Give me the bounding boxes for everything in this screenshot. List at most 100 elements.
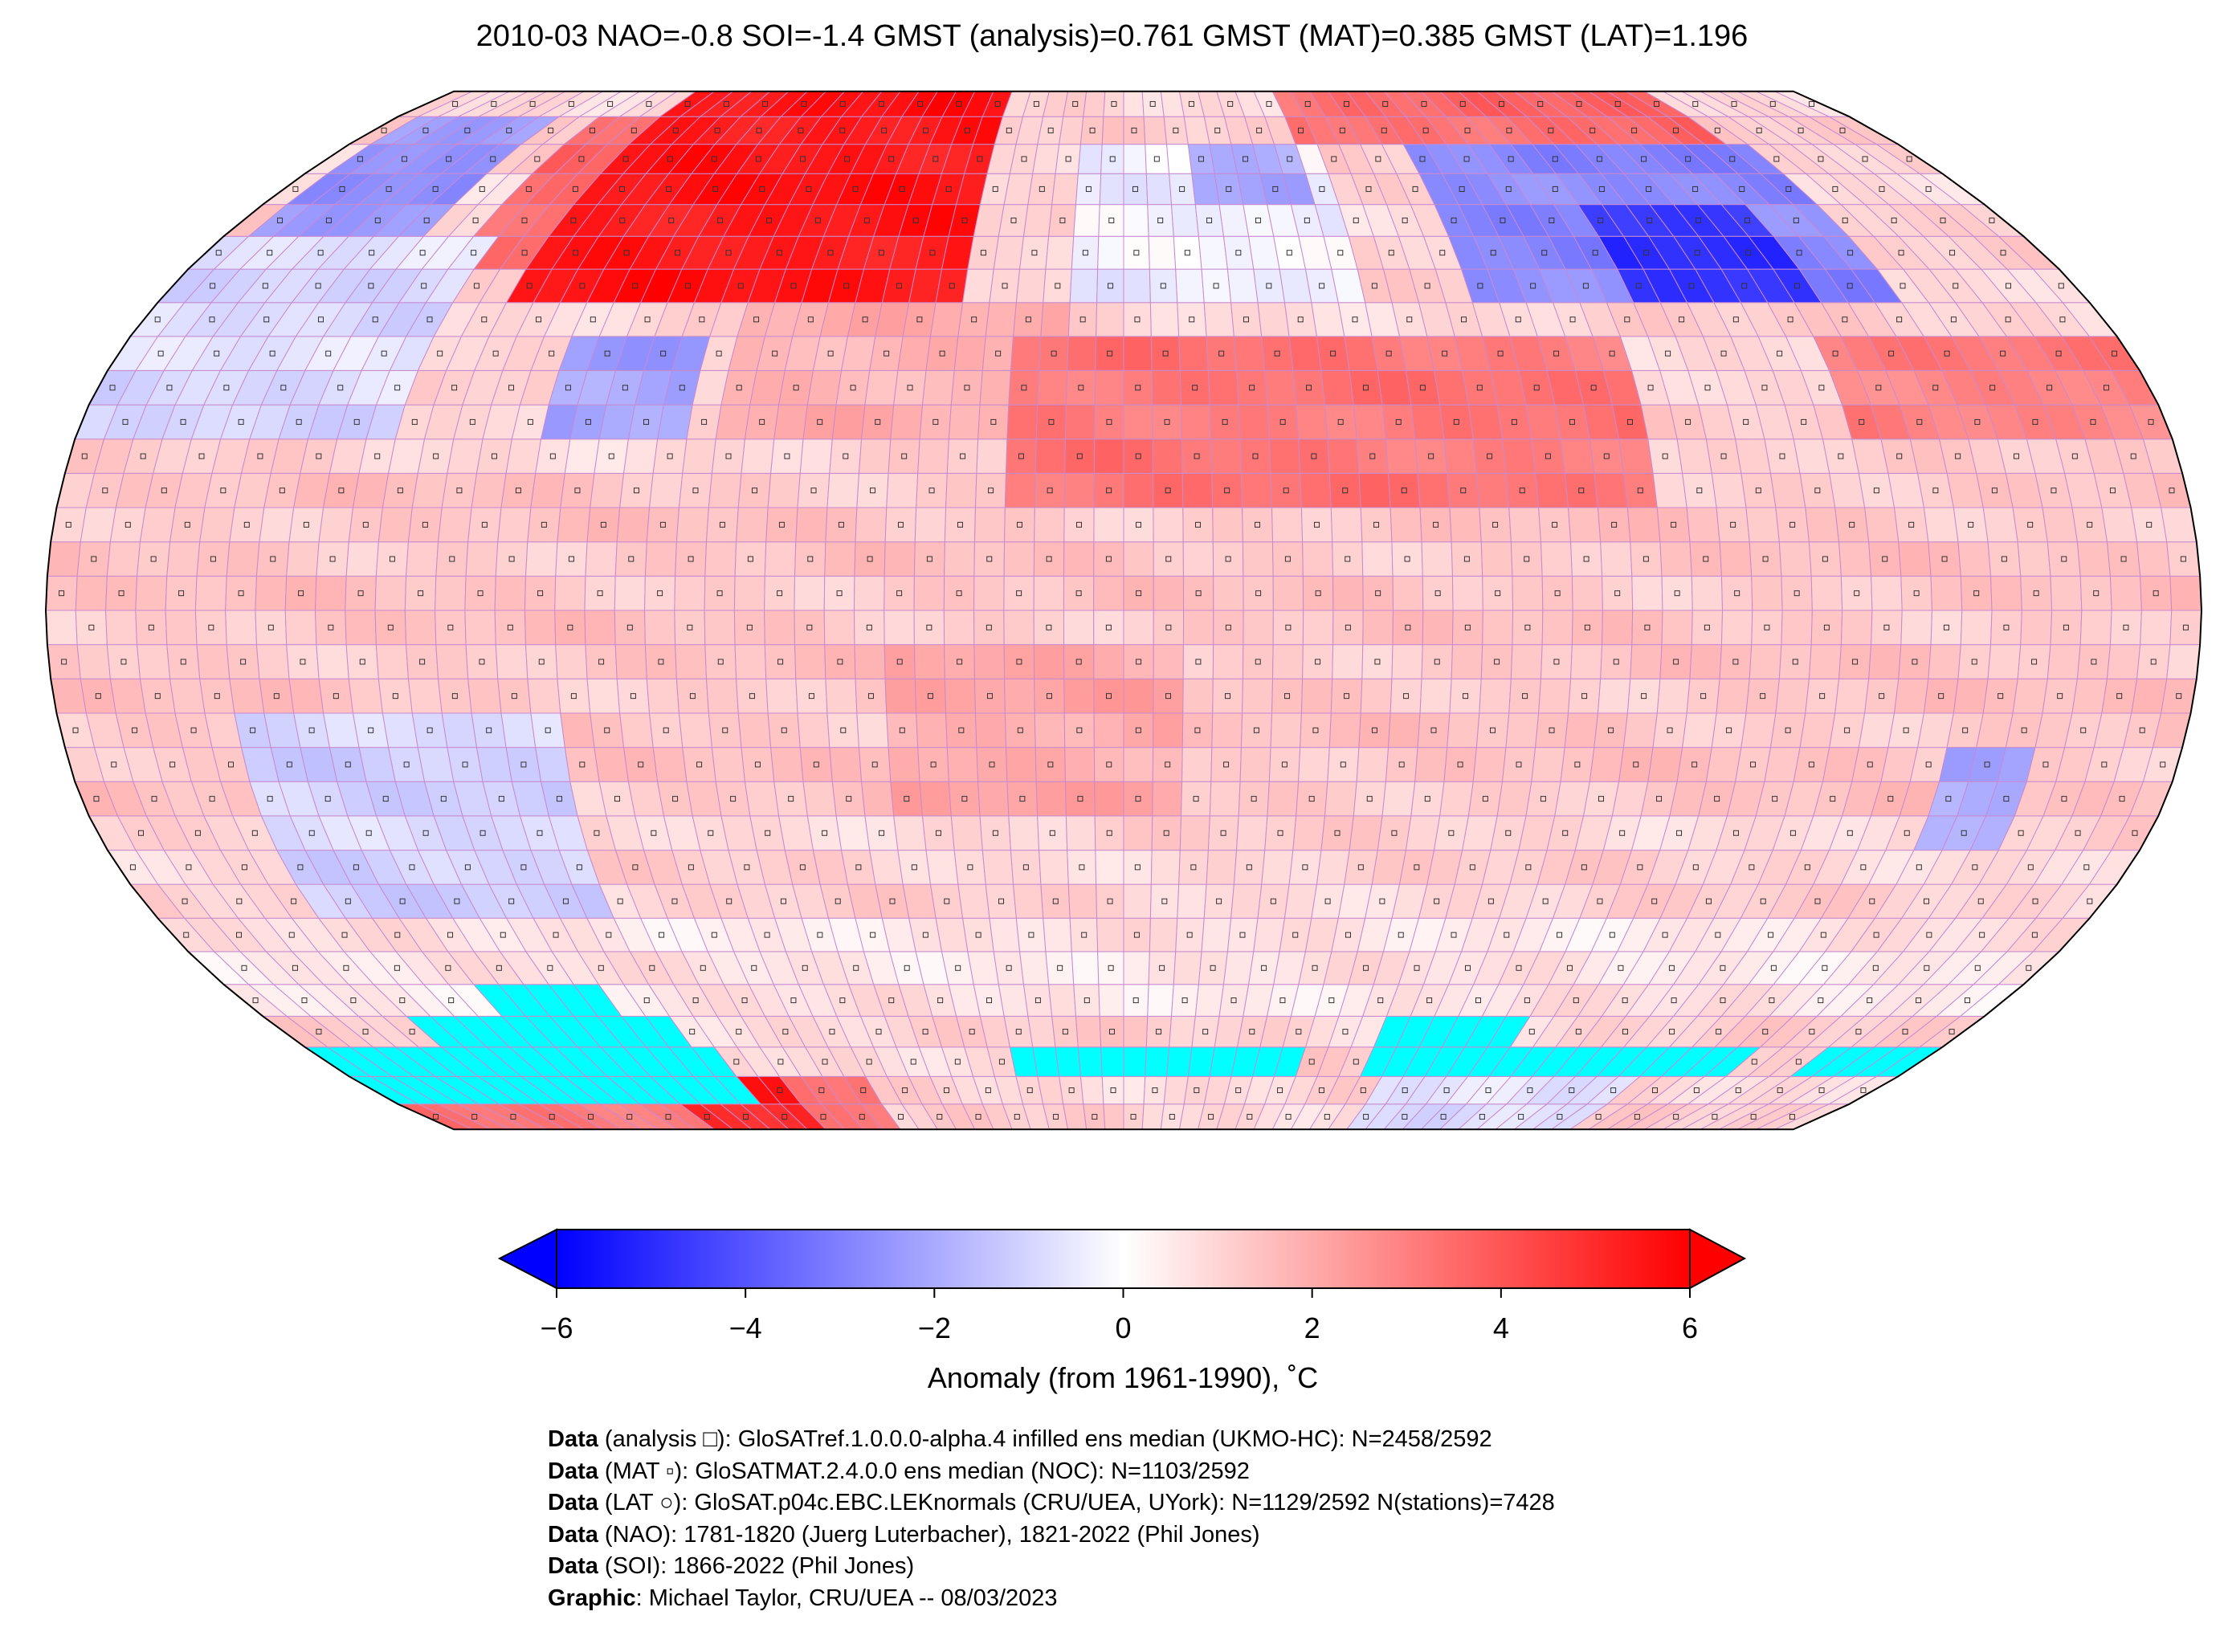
analysis-marker bbox=[1186, 932, 1193, 938]
analysis-marker bbox=[1318, 1087, 1324, 1094]
analysis-marker bbox=[301, 997, 308, 1004]
analysis-marker bbox=[859, 1114, 865, 1120]
analysis-marker bbox=[448, 997, 455, 1004]
analysis-marker bbox=[1977, 898, 1984, 904]
analysis-marker bbox=[606, 932, 612, 938]
analysis-marker bbox=[2032, 898, 2038, 904]
analysis-marker bbox=[345, 761, 351, 768]
analysis-marker bbox=[1504, 932, 1510, 938]
analysis-marker bbox=[1083, 997, 1090, 1004]
analysis-marker bbox=[1569, 1087, 1575, 1094]
colorbar-tick-label: −4 bbox=[729, 1311, 762, 1344]
analysis-marker bbox=[235, 932, 242, 938]
analysis-marker bbox=[496, 965, 502, 971]
analysis-marker bbox=[1820, 932, 1826, 938]
analysis-marker bbox=[1049, 830, 1055, 836]
analysis-marker bbox=[659, 932, 665, 938]
analysis-marker bbox=[553, 932, 559, 938]
analysis-marker bbox=[1079, 864, 1085, 871]
analysis-marker bbox=[1328, 997, 1335, 1004]
analysis-marker bbox=[1581, 864, 1587, 871]
analysis-marker bbox=[643, 997, 650, 1004]
analysis-marker bbox=[1769, 997, 1775, 1004]
analysis-marker bbox=[1277, 1087, 1283, 1094]
analysis-marker bbox=[1804, 864, 1810, 871]
analysis-marker bbox=[362, 1029, 369, 1035]
analysis-marker bbox=[846, 796, 852, 802]
analysis-marker bbox=[1872, 965, 1879, 971]
analysis-marker bbox=[1482, 796, 1488, 802]
colorbar-low-extend bbox=[497, 1228, 557, 1290]
analysis-marker bbox=[520, 864, 527, 871]
analysis-marker bbox=[236, 898, 243, 904]
analysis-marker bbox=[1651, 898, 1658, 904]
analysis-marker bbox=[1239, 932, 1246, 938]
colorbar-gradient bbox=[556, 1229, 1691, 1289]
analysis-marker bbox=[1107, 898, 1113, 904]
analysis-marker bbox=[1487, 898, 1494, 904]
analysis-marker bbox=[765, 830, 771, 836]
analysis-marker bbox=[1830, 796, 1836, 802]
analysis-marker bbox=[1414, 965, 1420, 971]
analysis-marker bbox=[291, 898, 297, 904]
analysis-marker bbox=[986, 997, 993, 1004]
analysis-marker bbox=[1285, 1114, 1292, 1120]
analysis-marker bbox=[409, 864, 415, 871]
analysis-marker bbox=[394, 932, 401, 938]
analysis-marker bbox=[954, 1059, 961, 1065]
analysis-marker bbox=[462, 761, 468, 768]
analysis-marker bbox=[1302, 864, 1308, 871]
analysis-marker bbox=[587, 1114, 594, 1120]
analysis-marker bbox=[911, 864, 917, 871]
analysis-marker bbox=[129, 864, 136, 871]
analysis-marker bbox=[1230, 997, 1237, 1004]
analysis-marker bbox=[251, 830, 258, 836]
analysis-marker bbox=[1751, 1059, 1757, 1065]
analysis-marker bbox=[1528, 1029, 1535, 1035]
analysis-marker bbox=[975, 1114, 981, 1120]
colorbar-tick-label: −2 bbox=[918, 1311, 951, 1344]
analysis-marker bbox=[182, 898, 188, 904]
analysis-marker bbox=[711, 932, 717, 938]
analysis-marker bbox=[875, 1029, 882, 1035]
analysis-marker bbox=[617, 898, 623, 904]
analysis-marker bbox=[1860, 1087, 1867, 1094]
footer-line: Data (LAT ○): GloSAT.p04c.EBC.LEKnormals… bbox=[548, 1490, 1555, 1516]
analysis-marker bbox=[2087, 898, 2093, 904]
analysis-marker bbox=[353, 864, 359, 871]
analysis-marker bbox=[910, 1059, 916, 1065]
analysis-marker bbox=[1867, 997, 1873, 1004]
analysis-marker bbox=[556, 796, 562, 802]
analysis-marker bbox=[1598, 796, 1604, 802]
analysis-marker bbox=[1132, 997, 1139, 1004]
analysis-marker bbox=[955, 965, 961, 971]
analysis-marker bbox=[1676, 830, 1683, 836]
analysis-marker bbox=[1961, 830, 1967, 836]
analysis-marker bbox=[1353, 1059, 1359, 1065]
analysis-marker bbox=[855, 864, 862, 871]
analysis-marker bbox=[1363, 1114, 1369, 1120]
analysis-marker bbox=[1092, 1114, 1098, 1120]
footer-line-label: Graphic bbox=[548, 1585, 636, 1611]
analysis-marker bbox=[137, 830, 144, 836]
analysis-marker bbox=[1904, 830, 1910, 836]
analysis-marker bbox=[1652, 1087, 1659, 1094]
analysis-marker bbox=[835, 898, 841, 904]
analysis-marker bbox=[1692, 864, 1699, 871]
analysis-marker bbox=[537, 830, 543, 836]
analysis-marker bbox=[479, 830, 486, 836]
analysis-marker bbox=[1822, 965, 1828, 971]
footer-line-text: (MAT ▫): GloSATMAT.2.4.0.0 ens median (N… bbox=[598, 1458, 1250, 1484]
analysis-marker bbox=[1312, 965, 1318, 971]
analysis-marker bbox=[183, 932, 190, 938]
analysis-marker bbox=[498, 796, 504, 802]
analysis-marker bbox=[1618, 965, 1624, 971]
analysis-marker bbox=[594, 830, 600, 836]
analysis-marker bbox=[638, 761, 644, 768]
colorbar-label: Anomaly (from 1961-1990), ˚C bbox=[928, 1361, 1318, 1394]
chart-title: 2010-03 NAO=-0.8 SOI=-1.4 GMST (analysis… bbox=[475, 19, 1749, 53]
analysis-marker bbox=[1485, 1087, 1492, 1094]
analysis-marker bbox=[394, 965, 400, 971]
analysis-marker bbox=[341, 932, 348, 938]
analysis-marker bbox=[1414, 864, 1420, 871]
